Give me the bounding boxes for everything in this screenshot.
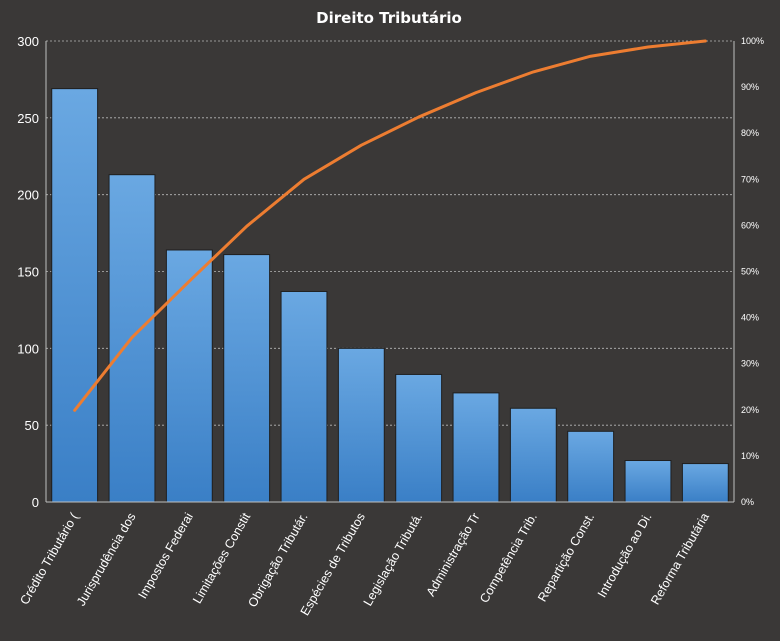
bars: [51, 88, 729, 503]
y2-tick-label: 100%: [741, 36, 764, 46]
x-tick-label: Reforma Tributária: [648, 510, 712, 607]
bar: [567, 430, 615, 503]
bar: [624, 460, 672, 503]
y-tick-label: 50: [25, 418, 39, 433]
bar: [681, 463, 729, 503]
y2-tick-label: 90%: [741, 82, 759, 92]
y-tick-label: 200: [17, 188, 39, 203]
cumulative-percent-line: [73, 39, 707, 412]
x-tick-label: Repartição Const.: [535, 511, 597, 605]
bar: [51, 88, 99, 503]
y2-tick-label: 10%: [741, 451, 759, 461]
y2-tick-label: 70%: [741, 174, 759, 184]
bar: [395, 373, 443, 503]
x-tick-label: Crédito Tributário (: [17, 510, 81, 607]
y2-tick-label: 40%: [741, 313, 759, 323]
x-tick-label: Legislação Tributá.: [361, 511, 426, 609]
gridlines: [46, 40, 734, 426]
y2-tick-label: 20%: [741, 405, 759, 415]
x-tick-label: Competência Trib.: [477, 511, 540, 606]
bar: [223, 254, 271, 503]
bar: [337, 347, 385, 503]
x-tick-label: Administração Tr: [424, 511, 483, 599]
x-tick-label: Obrigação Tributár.: [245, 511, 310, 610]
x-tick-label: Limitações Constit: [190, 510, 253, 606]
y-tick-label: 100: [17, 341, 39, 356]
x-tick-label: Jurisprudência dos: [74, 511, 139, 609]
y2-tick-label: 80%: [741, 128, 759, 138]
y-tick-label: 0: [32, 495, 39, 510]
x-tick-label: Impostos Federai: [136, 511, 196, 602]
y2-tick-label: 50%: [741, 267, 759, 277]
y-tick-label: 300: [17, 34, 39, 49]
cumulative-line: [73, 39, 707, 412]
y-tick-label: 150: [17, 265, 39, 280]
y2-tick-label: 30%: [741, 359, 759, 369]
x-tick-label: Introdução ao Di.: [595, 511, 655, 600]
y-tick-label: 250: [17, 111, 39, 126]
bar: [509, 407, 557, 503]
y2-tick-label: 60%: [741, 220, 759, 230]
bar: [452, 392, 500, 503]
bar: [165, 249, 213, 503]
y2-tick-label: 0%: [741, 497, 754, 507]
x-tick-label: Espécies de Tributos: [298, 511, 368, 618]
chart-title: Direito Tributário: [316, 9, 462, 27]
bar: [280, 290, 328, 503]
